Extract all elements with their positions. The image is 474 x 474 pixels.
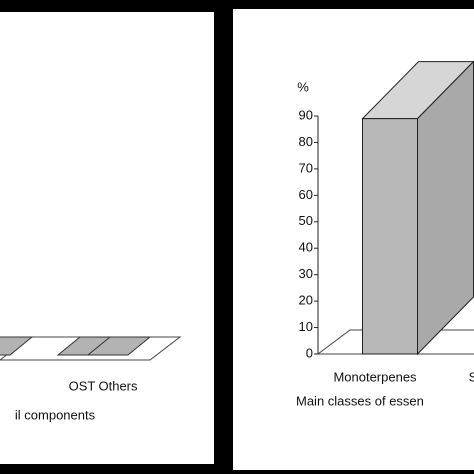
bar: [0, 336, 34, 356]
y-tick-label: 40: [299, 240, 313, 255]
x-axis-title: il components: [15, 407, 96, 422]
y-tick-label: 0: [306, 345, 313, 360]
x-tick-label: Others: [98, 378, 138, 393]
y-tick-label: 80: [299, 134, 313, 149]
y-tick-label: 70: [299, 160, 313, 175]
y-axis-title: %: [297, 79, 309, 94]
x-axis-title: Main classes of essen: [296, 393, 424, 408]
x-tick-label: OST: [69, 378, 96, 393]
y-tick-label: 60: [299, 187, 313, 202]
x-tick-label: Monoterpenes: [333, 369, 417, 384]
bar: [86, 336, 152, 356]
y-tick-label: 90: [299, 107, 313, 122]
y-tick-label: 20: [299, 293, 313, 308]
left-panel: [0, 12, 214, 464]
y-tick-label: 50: [299, 213, 313, 228]
x-tick-label: S: [469, 369, 474, 384]
y-tick-label: 30: [299, 266, 313, 281]
y-tick-label: 10: [299, 319, 313, 334]
bar: [362, 118, 418, 355]
